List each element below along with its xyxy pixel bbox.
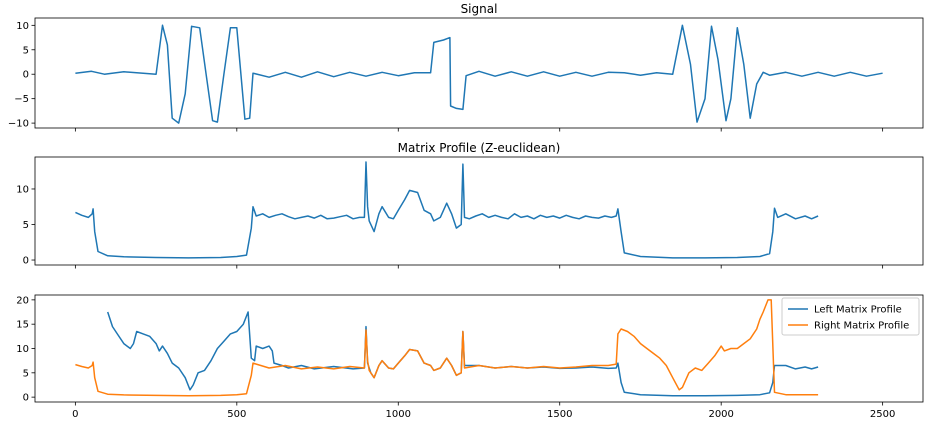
x-tick-label: 1000 (386, 409, 411, 420)
legend-label-left-matrix-profile: Left Matrix Profile (814, 305, 902, 316)
legend-box (781, 297, 920, 336)
subplot-signal: Signal −10 −5 0 5 10 (8, 2, 924, 132)
x-tick-label: 0 (72, 409, 78, 420)
subplot-left-right-matrix-profile: 0 5 10 15 20 0 500 1000 1500 2000 2500 (16, 294, 924, 420)
x-tick-label: 2000 (708, 409, 733, 420)
subplot-title: Matrix Profile (Z-euclidean) (398, 141, 561, 155)
y-tick-label: 15 (16, 320, 29, 331)
y-tick-label: 20 (16, 295, 29, 306)
y-tick-label: 10 (16, 344, 29, 355)
y-tick-label: 5 (23, 220, 29, 231)
legend: Left Matrix Profile Right Matrix Profile (781, 297, 920, 336)
x-tick-label: 500 (227, 409, 246, 420)
y-tick-label: 0 (23, 256, 29, 267)
axes-frame (34, 156, 924, 266)
subplot-title: Signal (461, 2, 498, 16)
y-tick-label: 0 (23, 393, 29, 404)
y-tick-label: 10 (16, 184, 29, 195)
series-line-1 (75, 161, 819, 259)
axes-frame (34, 17, 924, 129)
y-tick-label: −10 (8, 119, 29, 130)
y-tick-label: 0 (23, 70, 29, 81)
x-tick-label: 2500 (870, 409, 895, 420)
series-line-right-matrix-profile (75, 299, 819, 397)
y-tick-label: 5 (23, 45, 29, 56)
y-tick-label: 10 (16, 21, 29, 32)
y-tick-label: 5 (23, 368, 29, 379)
y-tick-label: −5 (14, 94, 29, 105)
series-line-left-matrix-profile (106, 311, 819, 397)
legend-label-right-matrix-profile: Right Matrix Profile (814, 321, 909, 332)
subplot-matrix-profile: Matrix Profile (Z-euclidean) 0 5 10 (16, 141, 924, 269)
x-tick-label: 1500 (547, 409, 572, 420)
series-line-1 (75, 24, 883, 124)
